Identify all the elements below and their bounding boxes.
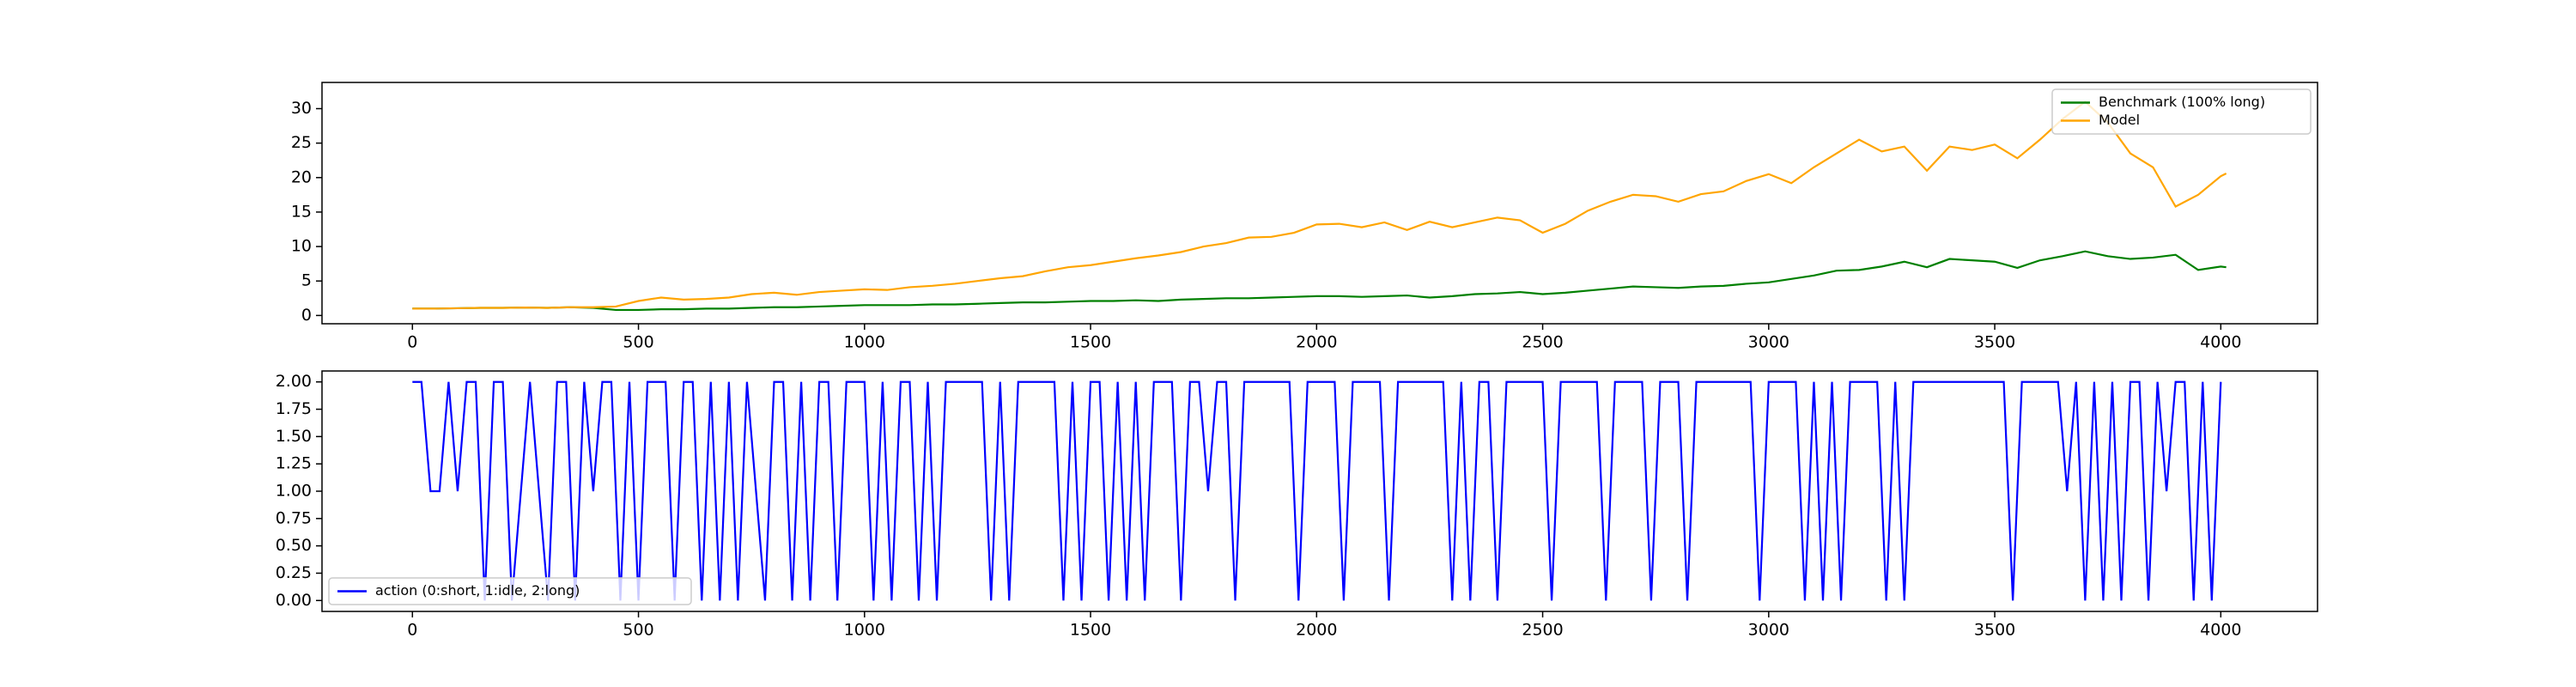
axes-frame	[321, 82, 2318, 325]
legend-label: Benchmark (100% long)	[2099, 94, 2265, 110]
y-tick-label: 1.50	[276, 427, 312, 446]
y-tick-label: 0.00	[276, 591, 312, 610]
y-tick-label: 10	[291, 237, 312, 256]
y-tick-label: 20	[291, 167, 312, 186]
x-tick-label: 3000	[1748, 621, 1789, 640]
x-tick-label: 2500	[1522, 621, 1563, 640]
x-tick-label: 2000	[1296, 333, 1337, 352]
x-tick-label: 3500	[1974, 333, 2015, 352]
y-tick-label: 2.00	[276, 372, 312, 391]
axes-frame	[321, 370, 2318, 612]
y-tick-label: 0	[301, 306, 312, 325]
x-tick-label: 2000	[1296, 621, 1337, 640]
x-tick-label: 1000	[844, 621, 885, 640]
legend-box	[328, 577, 692, 605]
x-tick-label: 1500	[1070, 333, 1111, 352]
x-tick-label: 4000	[2200, 621, 2241, 640]
y-tick-label: 1.75	[276, 399, 312, 418]
legend-label: Model	[2099, 112, 2140, 128]
y-tick-label: 0.25	[276, 563, 312, 582]
y-tick-label: 30	[291, 99, 312, 118]
x-tick-label: 1500	[1070, 621, 1111, 640]
x-tick-label: 0	[407, 621, 417, 640]
y-tick-label: 25	[291, 133, 312, 152]
y-tick-label: 15	[291, 202, 312, 221]
y-tick-label: 5	[301, 271, 312, 290]
x-tick-label: 1000	[844, 333, 885, 352]
x-tick-label: 500	[623, 333, 653, 352]
x-tick-label: 2500	[1522, 333, 1563, 352]
series-line	[412, 100, 2227, 310]
series-line	[412, 380, 2222, 601]
x-tick-label: 3500	[1974, 621, 2015, 640]
legend: Benchmark (100% long) Model	[2051, 88, 2312, 135]
y-tick-label: 1.25	[276, 454, 312, 473]
y-tick-label: 0.50	[276, 536, 312, 555]
legend: action (0:short, 1:idle, 2:long)	[328, 577, 692, 605]
legend-label: action (0:short, 1:idle, 2:long)	[375, 582, 580, 599]
y-tick-label: 1.00	[276, 482, 312, 501]
series-line	[412, 250, 2227, 312]
y-tick-label: 0.75	[276, 508, 312, 527]
x-tick-label: 3000	[1748, 333, 1789, 352]
x-tick-label: 0	[407, 333, 417, 352]
x-tick-label: 4000	[2200, 333, 2241, 352]
legend-box	[2051, 88, 2312, 135]
x-tick-label: 500	[623, 621, 653, 640]
